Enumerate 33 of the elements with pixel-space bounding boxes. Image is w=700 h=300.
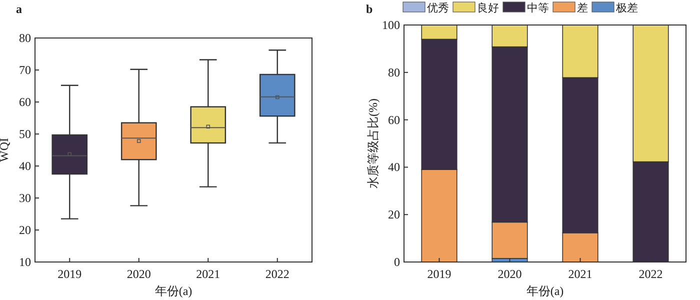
x-tick-label: 2022 [638,267,663,281]
x-tick-label: 2021 [568,267,592,281]
legend-label: 优秀 [427,2,449,14]
y-axis-title: WQI [0,138,11,162]
y-tick-label: 20 [19,223,31,237]
chart-title: b [366,2,373,16]
y-tick-label: 60 [19,95,31,109]
y-tick-label: 50 [19,127,31,141]
legend-label: 良好 [477,2,499,14]
y-tick-label: 100 [382,18,400,32]
x-tick-label: 2020 [126,267,151,281]
y-tick-label: 0 [394,255,400,269]
y-tick-label: 20 [388,208,400,222]
y-axis-title: 水质等级占比(%) [366,98,380,188]
legend-label: 极差 [615,2,638,14]
chart-title: a [16,2,22,16]
y-tick-label: 60 [388,112,400,127]
x-axis-title: 年份(a) [154,284,192,298]
x-tick-label: 2019 [427,267,452,281]
y-tick-label: 40 [19,159,31,173]
y-tick-label: 30 [19,191,31,205]
x-tick-label: 2020 [498,267,522,281]
y-tick-label: 80 [388,65,400,80]
y-tick-label: 80 [19,31,31,45]
x-axis-title: 年份(a) [526,284,564,298]
y-tick-label: 70 [19,63,31,77]
legend-label: 中等 [527,2,549,14]
y-tick-label: 10 [19,255,31,269]
x-tick-label: 2022 [265,267,290,281]
y-tick-label: 40 [388,160,400,174]
x-tick-label: 2021 [196,267,220,281]
legend-label: 差 [577,2,588,14]
x-tick-label: 2019 [58,267,82,281]
